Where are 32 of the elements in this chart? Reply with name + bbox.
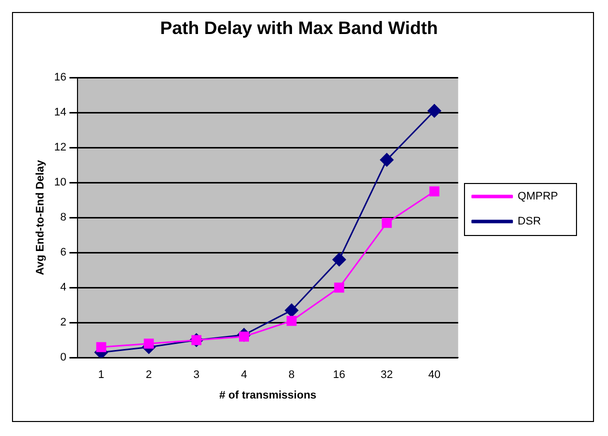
legend-label: DSR (518, 216, 541, 228)
y-tick-label: 8 (60, 212, 66, 224)
point (286, 316, 297, 326)
y-axis-title: Avg End-to-End Delay (34, 159, 47, 276)
y-tick-label: 14 (54, 106, 66, 119)
y-tick-label: 0 (60, 352, 66, 364)
point (382, 218, 392, 228)
x-tick-label: 2 (146, 369, 152, 382)
y-tick-label: 10 (54, 176, 66, 189)
point (332, 252, 346, 266)
x-tick-label: 8 (288, 369, 295, 382)
y-tick-label: 6 (60, 246, 66, 259)
point (428, 104, 442, 118)
y-tick-label: 4 (60, 282, 66, 294)
point (96, 342, 106, 352)
point (144, 338, 154, 349)
legend-label: QMPRP (518, 190, 558, 203)
y-tick-label: 12 (54, 142, 66, 154)
x-tick-label: 4 (240, 369, 248, 382)
x-axis-title: # of transmissions (219, 389, 316, 402)
point (334, 282, 344, 293)
x-tick-label: 3 (193, 369, 200, 382)
chart-title: Path Delay with Max Band Width (160, 18, 438, 38)
point (284, 304, 298, 318)
point (380, 153, 394, 167)
x-tick-label: 16 (333, 369, 346, 382)
x-tick-label: 40 (428, 369, 440, 382)
x-tick-label: 32 (380, 369, 393, 382)
y-tick-label: 16 (54, 72, 66, 84)
x-tick-label: 1 (98, 369, 104, 382)
point (429, 186, 440, 196)
y-tick-label: 2 (60, 316, 66, 329)
